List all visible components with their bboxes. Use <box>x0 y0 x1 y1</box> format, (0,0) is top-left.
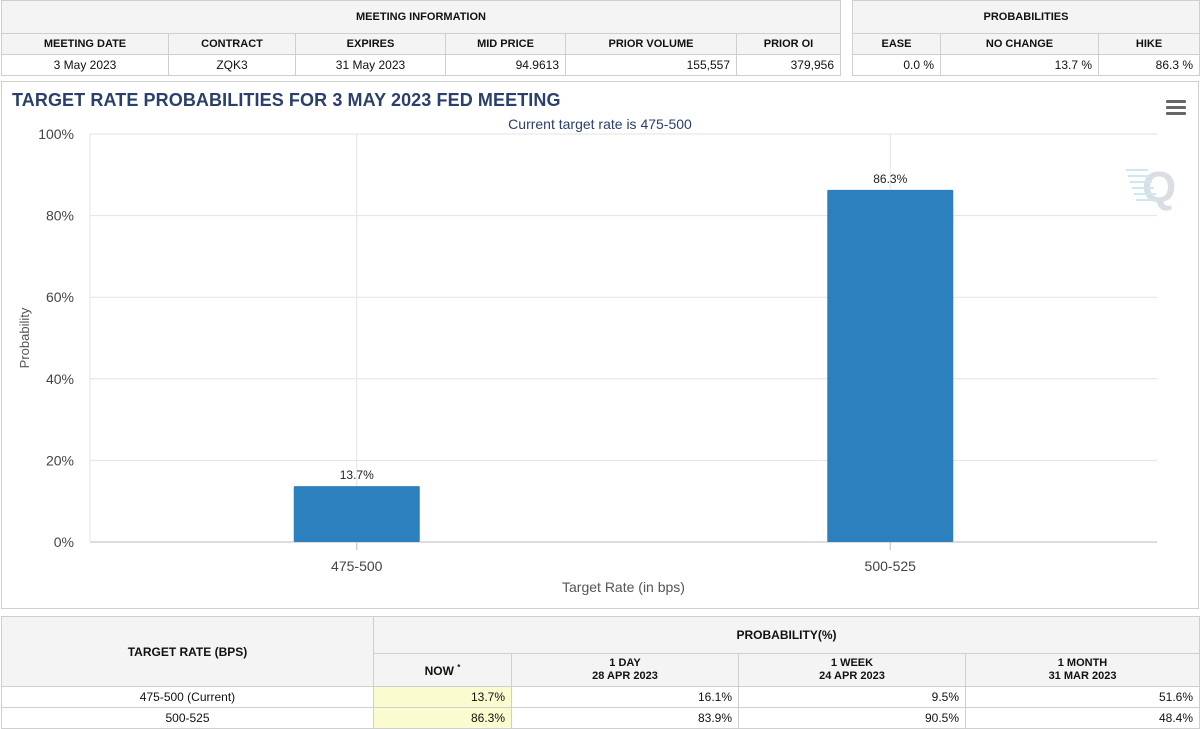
col-meeting-date: MEETING DATE <box>1 33 169 55</box>
table-row: 475-500 (Current) 13.7% 16.1% 9.5% 51.6% <box>1 686 1200 708</box>
col-mid-price: MID PRICE <box>445 33 566 55</box>
bar <box>293 486 420 542</box>
chart-panel: Q Current target rate is 475-500 0% 20% 40% 6… <box>1 81 1199 609</box>
mid-price-value: 94.9613 <box>445 54 566 76</box>
y-tick-label: 0% <box>54 534 74 550</box>
col-1-month-label: 1 MONTH <box>1057 657 1108 669</box>
col-1-week-label: 1 WEEK <box>830 657 874 669</box>
one-month-value: 48.4% <box>965 707 1200 729</box>
x-axis-title: Target Rate (in bps) <box>562 579 685 595</box>
q-logo-icon: Q <box>1126 163 1176 212</box>
one-day-value: 83.9% <box>511 707 739 729</box>
col-prior-oi: PRIOR OI <box>736 33 841 55</box>
col-prior-volume: PRIOR VOLUME <box>565 33 737 55</box>
probability-chart: Q Current target rate is 475-500 0% 20% 40% 6… <box>17 116 1176 595</box>
prior-oi-value: 379,956 <box>736 54 841 76</box>
col-now-marker: * <box>457 662 461 672</box>
one-week-value: 90.5% <box>738 707 966 729</box>
col-1-month-date: 31 MAR 2023 <box>1048 670 1117 682</box>
x-tick-label: 475-500 <box>331 558 383 574</box>
col-no-change: NO CHANGE <box>940 33 1099 55</box>
now-value: 13.7% <box>373 686 512 708</box>
col-now[interactable]: NOW * <box>373 653 512 687</box>
y-tick-label: 20% <box>46 452 74 468</box>
prior-volume-value: 155,557 <box>565 54 737 76</box>
col-1-week-date: 24 APR 2023 <box>819 670 885 682</box>
y-tick-label: 60% <box>46 289 74 305</box>
col-hike: HIKE <box>1097 33 1200 55</box>
y-tick-label: 80% <box>46 208 74 224</box>
y-axis-title: Probability <box>17 307 32 368</box>
y-tick-label: 100% <box>38 126 74 142</box>
meeting-date-value: 3 May 2023 <box>1 54 169 76</box>
x-tick-label: 500-525 <box>865 558 917 574</box>
target-rate-probability-table: TARGET RATE (BPS) PROBABILITY(%) NOW * 1… <box>1 616 1200 729</box>
target-rate-header: TARGET RATE (BPS) <box>1 616 374 687</box>
chart-title: TARGET RATE PROBABILITIES FOR 3 MAY 2023… <box>12 90 561 110</box>
expires-value: 31 May 2023 <box>295 54 446 76</box>
one-week-value: 9.5% <box>738 686 966 708</box>
hike-value: 86.3 % <box>1097 54 1200 76</box>
col-expires: EXPIRES <box>295 33 446 55</box>
table-row: 500-525 86.3% 83.9% 90.5% 48.4% <box>1 707 1200 729</box>
no-change-value: 13.7 % <box>940 54 1099 76</box>
probabilities-header: PROBABILITIES <box>851 0 1200 34</box>
y-tick-label: 40% <box>46 371 74 387</box>
col-1-day-date: 28 APR 2023 <box>592 670 658 682</box>
col-contract: CONTRACT <box>168 33 296 55</box>
data-label: 13.7% <box>340 468 374 482</box>
col-1-month[interactable]: 1 MONTH 31 MAR 2023 <box>965 653 1200 687</box>
probability-header: PROBABILITY(%) <box>373 616 1200 654</box>
col-1-day-label: 1 DAY <box>609 657 641 669</box>
probabilities-table: PROBABILITIES EASE NO CHANGE HIKE 0.0 % … <box>851 0 1200 76</box>
bar <box>827 189 954 542</box>
one-month-value: 51.6% <box>965 686 1200 708</box>
chart-subtitle: Current target rate is 475-500 <box>508 116 692 132</box>
rate-label: 500-525 <box>1 707 374 729</box>
one-day-value: 16.1% <box>511 686 739 708</box>
col-1-day[interactable]: 1 DAY 28 APR 2023 <box>511 653 739 687</box>
ease-value: 0.0 % <box>852 54 941 76</box>
now-value: 86.3% <box>373 707 512 729</box>
col-now-label: NOW <box>424 663 454 678</box>
meeting-information-header: MEETING INFORMATION <box>1 0 841 34</box>
rate-label: 475-500 (Current) <box>1 686 374 708</box>
hamburger-menu-icon[interactable] <box>1166 100 1186 116</box>
meeting-information-table: MEETING INFORMATION MEETING DATE CONTRAC… <box>1 0 841 76</box>
data-label: 86.3% <box>873 172 907 186</box>
contract-value: ZQK3 <box>168 54 296 76</box>
col-1-week[interactable]: 1 WEEK 24 APR 2023 <box>738 653 966 687</box>
col-ease: EASE <box>852 33 941 55</box>
